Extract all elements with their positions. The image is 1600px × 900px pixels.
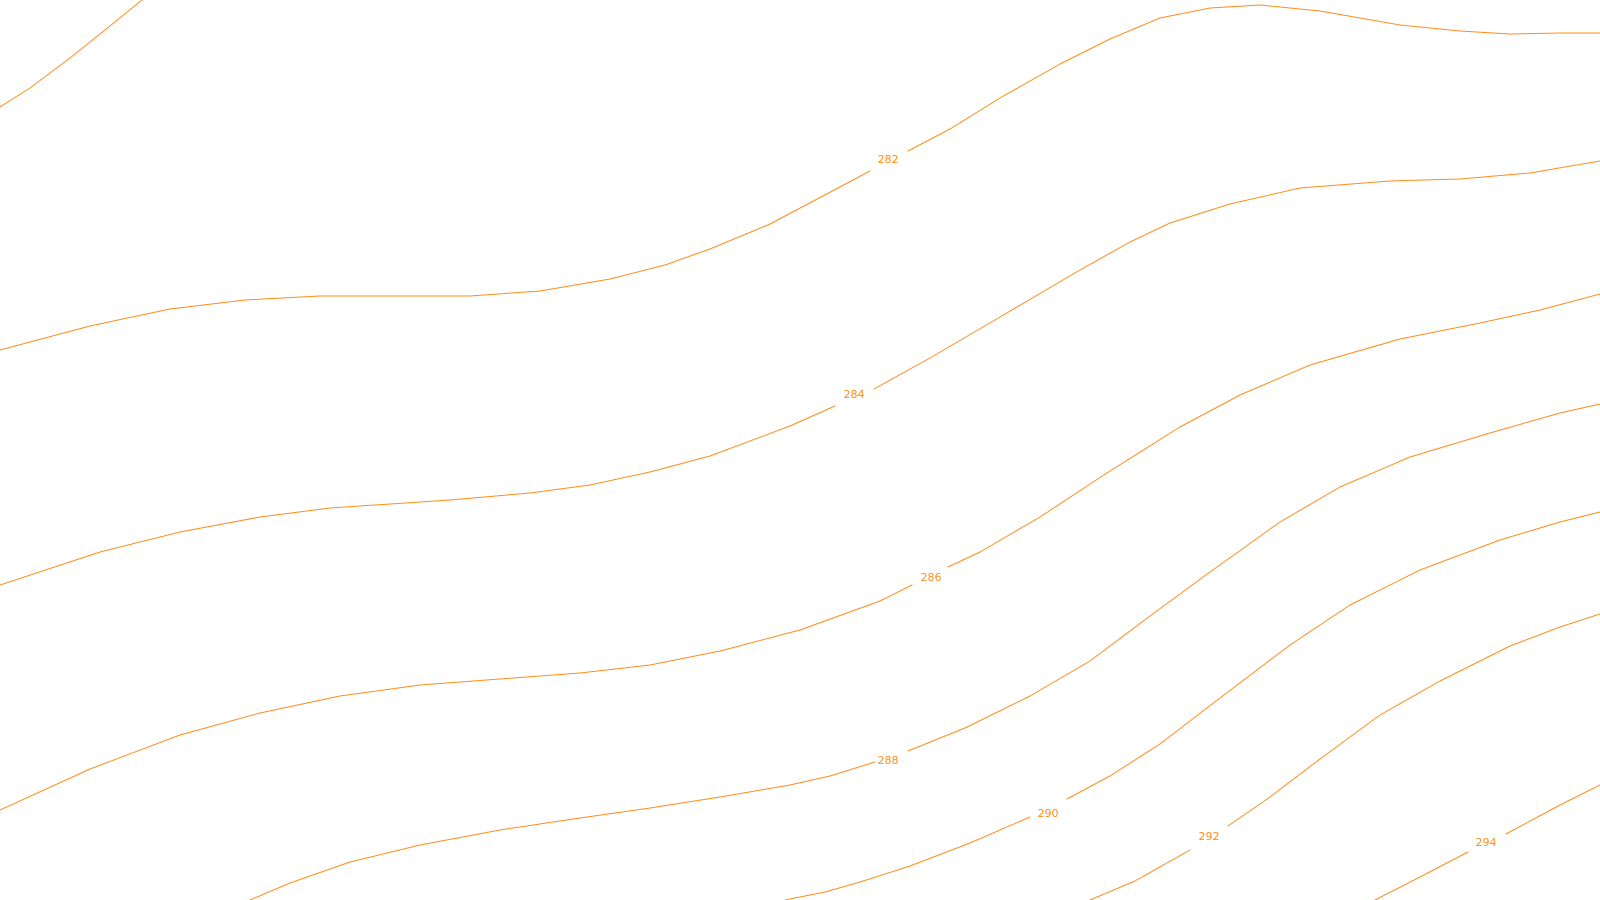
contour-label-290: 290 xyxy=(1038,807,1059,820)
contour-labels: 282 284 286 288 290 292 294 xyxy=(844,153,1497,849)
contour-label-294: 294 xyxy=(1476,836,1497,849)
contour-line-286 xyxy=(0,293,1600,811)
contour-line-290 xyxy=(784,511,1600,900)
contour-label-292: 292 xyxy=(1199,830,1220,843)
contour-line-284 xyxy=(0,160,1600,586)
contour-label-284: 284 xyxy=(844,388,865,401)
contour-label-288: 288 xyxy=(878,754,899,767)
contour-line-282 xyxy=(0,4,1600,351)
contour-line-280 xyxy=(0,0,143,108)
contour-label-282: 282 xyxy=(878,153,899,166)
contour-line-292 xyxy=(1089,613,1600,900)
contour-line-294 xyxy=(1374,784,1600,900)
contour-label-286: 286 xyxy=(921,571,942,584)
contour-line-288 xyxy=(249,403,1600,900)
